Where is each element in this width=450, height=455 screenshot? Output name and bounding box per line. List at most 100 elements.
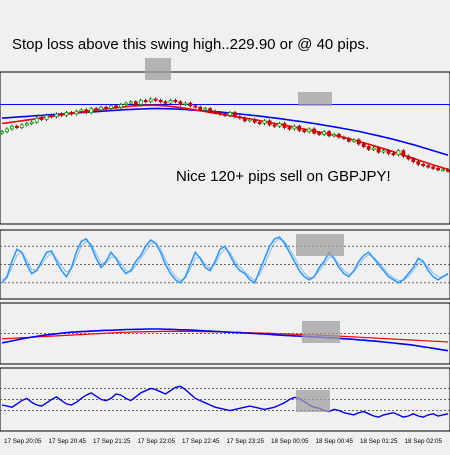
oscillator-main-line — [1, 328, 449, 352]
candle — [332, 132, 336, 138]
candle — [128, 100, 133, 105]
candle — [148, 97, 153, 104]
stop-loss-annotation: Stop loss above this swing high..229.90 … — [12, 36, 369, 53]
candle — [9, 124, 14, 131]
candle — [351, 138, 356, 143]
candle — [64, 111, 69, 117]
stochastic-main-line — [1, 236, 449, 284]
candle — [124, 101, 128, 107]
candle — [337, 132, 341, 139]
time-tick-label: 17 Sep 23:25 — [227, 438, 265, 445]
stochastic-highlight — [296, 234, 344, 256]
time-tick-label: 17 Sep 22:45 — [182, 438, 220, 445]
oscillator-highlight — [302, 321, 340, 343]
candle — [153, 97, 158, 102]
candle — [272, 123, 277, 128]
time-tick-label: 18 Sep 00:05 — [271, 438, 309, 445]
candle — [401, 149, 406, 158]
candle — [312, 127, 317, 135]
candle — [69, 111, 74, 116]
candle — [54, 112, 59, 119]
candle — [242, 116, 247, 123]
candle — [49, 113, 54, 119]
candle — [193, 104, 198, 109]
time-tick-label: 17 Sep 21:25 — [93, 438, 131, 445]
time-tick-label: 17 Sep 20:45 — [49, 438, 87, 445]
candle — [341, 135, 346, 141]
rsi-pane-frame — [0, 367, 450, 432]
candle — [426, 164, 431, 169]
time-tick-label: 17 Sep 22:05 — [138, 438, 176, 445]
time-tick-label: 18 Sep 01:25 — [360, 438, 398, 445]
sell-annotation: Nice 120+ pips sell on GBPJPY! — [176, 168, 391, 185]
candle — [29, 120, 34, 126]
candle — [84, 108, 89, 115]
rsi-highlight — [296, 390, 330, 412]
candle — [366, 145, 371, 151]
candle — [39, 116, 44, 122]
candle — [386, 149, 391, 156]
price-pane-frame — [0, 71, 450, 225]
candle — [198, 105, 203, 112]
candle — [74, 109, 79, 116]
candle — [292, 124, 297, 131]
candle — [396, 149, 401, 157]
candle — [391, 151, 396, 157]
candle — [89, 106, 94, 115]
candle — [431, 165, 436, 170]
candle — [203, 106, 208, 112]
candle — [0, 130, 4, 135]
candle — [421, 162, 426, 168]
candle — [158, 98, 163, 104]
candle — [168, 98, 173, 105]
candle — [327, 130, 332, 138]
candle — [183, 101, 188, 107]
time-tick-label: 18 Sep 02:05 — [405, 438, 443, 445]
candle — [267, 119, 272, 127]
candle — [302, 128, 307, 134]
candle — [406, 154, 411, 161]
time-axis: 17 Sep 20:05 17 Sep 20:45 17 Sep 21:25 17 S… — [4, 438, 442, 445]
candle — [19, 123, 24, 130]
price-pane — [0, 58, 450, 225]
time-tick-label: 17 Sep 20:05 — [4, 438, 42, 445]
candle — [188, 101, 193, 108]
candle — [381, 149, 386, 154]
candle — [178, 100, 183, 107]
candle — [247, 117, 252, 123]
candle — [163, 100, 168, 105]
candle — [317, 131, 322, 136]
candle — [223, 112, 227, 117]
candle — [262, 119, 267, 126]
candle — [232, 111, 237, 119]
candle — [356, 138, 361, 146]
candle — [104, 105, 108, 111]
candle — [257, 120, 262, 126]
rsi-line — [1, 385, 449, 418]
candle — [287, 126, 292, 131]
candle — [59, 112, 64, 117]
stochastic-pane-frame — [0, 229, 450, 300]
candle — [114, 104, 118, 109]
candle — [411, 157, 416, 164]
candle — [24, 121, 29, 127]
candle — [119, 102, 123, 109]
candle — [138, 98, 143, 107]
candle — [109, 104, 113, 111]
candle — [322, 130, 327, 136]
candle — [99, 105, 103, 112]
candle — [282, 121, 287, 130]
candle — [376, 146, 381, 154]
candle — [416, 160, 421, 166]
breakdown-highlight — [298, 92, 332, 106]
oscillator-pane — [0, 302, 450, 365]
candle — [307, 127, 312, 134]
candle — [218, 111, 222, 116]
candle — [252, 117, 257, 124]
rsi-pane — [0, 367, 450, 432]
candle — [208, 106, 213, 113]
candle — [371, 146, 376, 151]
